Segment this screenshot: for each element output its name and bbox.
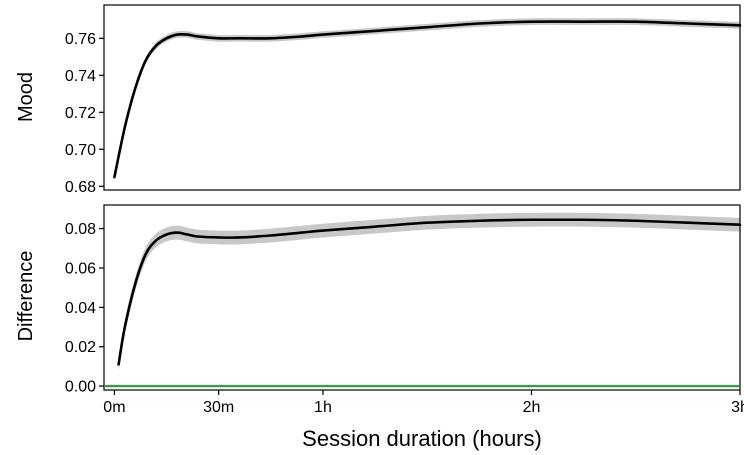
mood-axis-title: Mood [15, 72, 37, 122]
mood-y-tick-label: 0.76 [65, 31, 96, 48]
difference-panel: Difference 0.00 0.02 0.04 0.06 0.08 0m 30m 1h 2… [15, 204, 744, 451]
x-tick-label: 3h [731, 399, 744, 416]
x-tick-label: 1h [314, 399, 332, 416]
mood-line [113, 20, 742, 179]
difference-line [117, 218, 742, 366]
difference-y-tick-label: 0.00 [65, 379, 96, 396]
mood-plot-frame [103, 4, 741, 191]
x-ticks: 0m 30m 1h 2h 3h [103, 390, 744, 416]
difference-y-tick-label: 0.06 [65, 260, 96, 277]
mood-series-line [113, 20, 742, 179]
difference-axis-title: Difference [15, 251, 37, 342]
mood-y-tick-label: 0.74 [65, 68, 96, 85]
x-tick-label: 30m [203, 399, 234, 416]
difference-confidence-band [118, 212, 741, 372]
difference-y-tick-label: 0.08 [65, 221, 96, 238]
difference-series-line [117, 218, 742, 366]
mood-y-tick-label: 0.68 [65, 179, 96, 196]
mood-band-area [114, 18, 741, 181]
mood-y-ticks: 0.68 0.70 0.72 0.74 0.76 [65, 31, 104, 196]
mood-panel: Mood 0.68 0.70 0.72 0.74 0.76 [15, 4, 742, 196]
mood-y-tick-label: 0.70 [65, 142, 96, 159]
difference-band-area [118, 212, 741, 372]
x-axis-title: Session duration (hours) [302, 426, 542, 451]
difference-y-tick-label: 0.02 [65, 339, 96, 356]
x-tick-label: 2h [523, 399, 541, 416]
x-tick-label: 0m [103, 399, 125, 416]
mood-confidence-band [114, 18, 741, 181]
mood-y-tick-label: 0.72 [65, 105, 96, 122]
difference-y-tick-label: 0.04 [65, 300, 96, 317]
difference-y-ticks: 0.00 0.02 0.04 0.06 0.08 [65, 221, 104, 396]
difference-plot-frame [103, 204, 741, 391]
